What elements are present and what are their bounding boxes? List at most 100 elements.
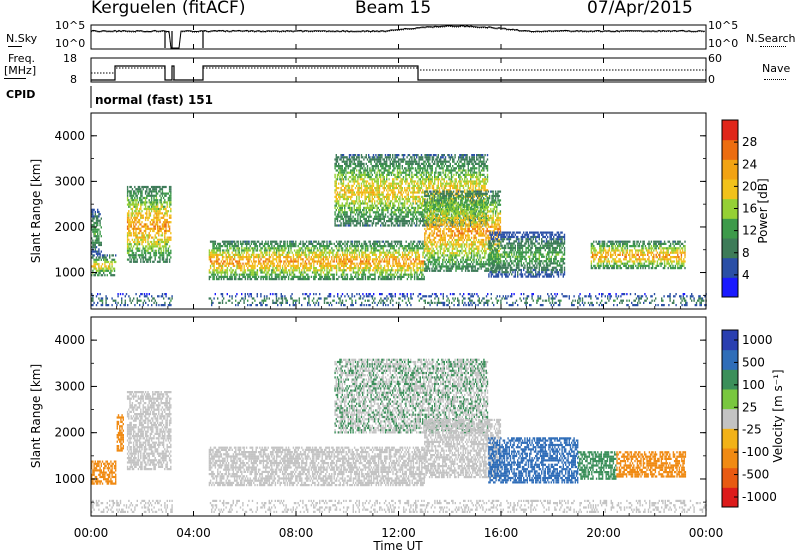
echo-cell	[218, 271, 219, 273]
echo-cell	[146, 215, 147, 217]
echo-cell	[145, 226, 146, 228]
echo-cell	[411, 191, 412, 193]
echo-cell	[164, 239, 165, 241]
echo-cell	[150, 228, 151, 230]
echo-cell	[248, 276, 249, 278]
echo-cell	[374, 267, 375, 269]
echo-cell	[361, 243, 362, 245]
echo-cell	[216, 247, 217, 249]
echo-cell	[381, 180, 382, 182]
echo-cell	[292, 245, 293, 247]
echo-cell	[388, 187, 389, 189]
echo-cell	[369, 185, 370, 187]
echo-cell	[138, 204, 139, 206]
echo-cell	[244, 252, 245, 254]
echo-cell	[354, 209, 355, 211]
echo-cell	[434, 154, 435, 156]
echo-cell	[363, 224, 364, 226]
echo-cell	[380, 176, 381, 178]
echo-cell	[104, 265, 105, 267]
echo-cell	[324, 267, 325, 269]
echo-cell	[367, 202, 368, 204]
echo-cell	[284, 260, 285, 262]
echo-cell	[403, 156, 404, 158]
echo-cell	[345, 156, 346, 158]
echo-cell	[144, 237, 145, 239]
echo-cell	[380, 220, 381, 222]
echo-cell	[149, 245, 150, 247]
echo-cell	[144, 201, 145, 203]
echo-cell	[408, 174, 409, 176]
echo-cell	[355, 158, 356, 160]
echo-cell	[408, 167, 409, 169]
echo-cell	[435, 158, 436, 160]
echo-cell	[93, 251, 94, 253]
echo-cell	[444, 178, 445, 180]
echo-cell	[350, 224, 351, 226]
echo-cell	[367, 174, 368, 176]
echo-cell	[420, 180, 421, 182]
echo-cell	[170, 256, 171, 258]
echo-cell	[386, 169, 387, 171]
echo-cell	[260, 276, 261, 278]
echo-cell	[357, 161, 358, 163]
echo-cell	[234, 249, 235, 251]
echo-cell	[438, 174, 439, 176]
echo-cell	[375, 163, 376, 165]
echo-cell	[97, 215, 98, 217]
echo-cell	[96, 231, 97, 233]
echo-cell	[228, 263, 229, 265]
echo-cell	[131, 223, 132, 225]
echo-cell	[406, 274, 407, 276]
echo-cell	[133, 252, 134, 254]
echo-cell	[326, 252, 327, 254]
echo-cell	[293, 265, 294, 267]
echo-cell	[421, 172, 422, 174]
echo-cell	[343, 172, 344, 174]
echo-cell	[295, 269, 296, 271]
echo-cell	[247, 274, 248, 276]
echo-cell	[143, 201, 144, 203]
echo-cell	[361, 161, 362, 163]
echo-cell	[152, 219, 153, 221]
echo-cell	[409, 158, 410, 160]
echo-cell	[367, 158, 368, 160]
echo-cell	[355, 180, 356, 182]
echo-cell	[169, 237, 170, 239]
echo-cell	[352, 200, 353, 202]
echo-cell	[141, 210, 142, 212]
echo-cell	[139, 212, 140, 214]
echo-cell	[129, 206, 130, 208]
echo-cell	[251, 265, 252, 267]
echo-cell	[406, 198, 407, 200]
echo-cell	[268, 258, 269, 260]
echo-cell	[137, 217, 138, 219]
echo-cell	[396, 220, 397, 222]
echo-cell	[379, 156, 380, 158]
echo-cell	[152, 237, 153, 239]
echo-cell	[419, 263, 420, 265]
echo-cell	[97, 235, 98, 237]
echo-cell	[265, 260, 266, 262]
echo-cell	[131, 254, 132, 256]
echo-cell	[220, 247, 221, 249]
echo-cell	[232, 243, 233, 245]
echo-cell	[399, 187, 400, 189]
echo-cell	[349, 163, 350, 165]
echo-cell	[414, 156, 415, 158]
echo-cell	[428, 161, 429, 163]
echo-cell	[360, 271, 361, 273]
echo-cell	[338, 213, 339, 215]
echo-cell	[256, 256, 257, 258]
echo-cell	[397, 276, 398, 278]
echo-cell	[344, 194, 345, 196]
echo-cell	[351, 178, 352, 180]
echo-cell	[323, 245, 324, 247]
echo-cell	[163, 201, 164, 203]
echo-cell	[290, 256, 291, 258]
echo-cell	[392, 216, 393, 218]
echo-cell	[402, 189, 403, 191]
echo-cell	[384, 176, 385, 178]
echo-cell	[258, 256, 259, 258]
echo-cell	[336, 247, 337, 249]
